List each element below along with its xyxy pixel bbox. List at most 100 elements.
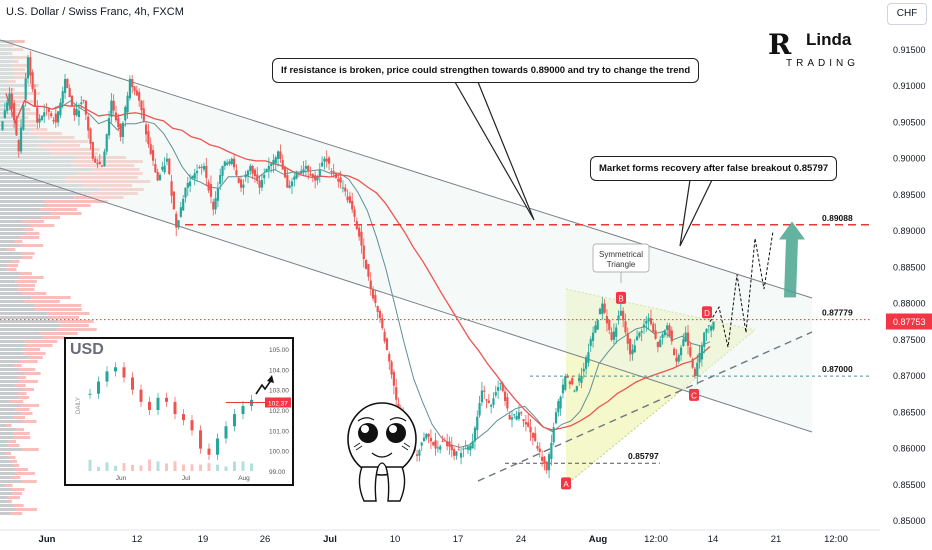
volume-bar: [5, 484, 13, 487]
candle-body: [455, 451, 458, 456]
volume-bar: [0, 404, 23, 407]
volume-bar: [23, 348, 41, 351]
candle-body: [161, 166, 164, 170]
volume-bar: [24, 340, 58, 343]
volume-bar: [0, 368, 20, 371]
volume-bar: [0, 64, 13, 67]
volume-bar: [0, 188, 100, 191]
candles: [1, 51, 715, 479]
candle-body: [529, 426, 532, 433]
candle-body: [666, 325, 669, 330]
time-tick-label: 12:00: [644, 534, 668, 545]
candle-body: [15, 119, 18, 136]
recovery-callout: Market forms recovery after false breako…: [590, 156, 838, 181]
triangle-label: Symmetrical: [599, 250, 643, 259]
volume-bar: [0, 396, 19, 399]
candle-body: [235, 170, 238, 176]
volume-bar: [57, 328, 97, 331]
candle-body: [543, 456, 546, 464]
volume-bar: [37, 144, 80, 147]
candle-body: [126, 95, 129, 113]
candle-body: [596, 320, 599, 330]
volume-bar: [73, 196, 124, 199]
volume-bar: [0, 448, 22, 451]
inset-chart: 105.00 104.00 103.00 102.00 101.00 100.00 99.0…: [76, 347, 291, 482]
volume-bar: [0, 492, 13, 495]
candle-body: [561, 384, 565, 394]
volume-bar: [0, 476, 11, 479]
volume-bar: [0, 432, 14, 435]
candle-body: [443, 440, 446, 442]
volume-bar: [0, 452, 6, 455]
volume-bar: [29, 132, 62, 135]
candle-body: [547, 454, 551, 471]
candle-body: [441, 440, 444, 442]
volume-bar: [0, 68, 12, 71]
candle-body: [487, 400, 490, 403]
volume-bar: [23, 228, 34, 231]
candle-body: [679, 347, 683, 356]
volume-bar: [24, 372, 41, 375]
candle-body: [645, 320, 648, 324]
volume-bar: [5, 452, 12, 455]
volume-bar: [19, 380, 38, 383]
candle-body: [675, 357, 678, 362]
candle-body: [154, 163, 157, 173]
triangle-lower-edge: [565, 329, 756, 486]
candle-body: [710, 326, 713, 331]
candle-body: [578, 377, 581, 382]
candle-body: [38, 118, 41, 123]
volume-bar: [0, 88, 8, 91]
resistance-callout: If resistance is broken, price could str…: [272, 58, 700, 83]
candle-body: [339, 177, 342, 183]
candle-body: [304, 165, 307, 169]
time-axis[interactable]: Jun 12 19 26 Jul 10 17 24 Aug 12:00 14 21 12:00: [0, 529, 880, 545]
time-tick-label: 12:00: [824, 534, 848, 545]
candle-body: [327, 157, 331, 164]
candle-body: [177, 220, 180, 228]
volume-bar: [0, 376, 18, 379]
volume-bar: [13, 436, 31, 439]
candle-body: [316, 176, 319, 181]
excited-face-illustration: [347, 402, 417, 502]
candle-body: [239, 179, 243, 188]
inset-candle-body: [165, 397, 168, 402]
candle-body: [448, 441, 451, 447]
candle-body: [200, 166, 203, 168]
candle-body: [66, 78, 69, 89]
volume-bar: [15, 280, 37, 283]
currency-badge[interactable]: CHF: [887, 3, 927, 25]
candle-body: [1, 121, 4, 130]
volume-bar: [19, 368, 36, 371]
candle-body: [91, 141, 94, 159]
volume-bar: [0, 172, 76, 175]
candle-body: [642, 324, 646, 328]
candle-body: [418, 450, 421, 456]
candle-body: [263, 174, 266, 179]
candle-body: [193, 173, 196, 179]
candle-body: [554, 412, 558, 424]
inset-volume-bar: [131, 464, 134, 471]
candle-body: [640, 331, 643, 333]
volume-bar: [0, 60, 12, 63]
candle-body: [251, 165, 254, 174]
level-label: 0.89088: [822, 213, 853, 223]
volume-bar: [0, 240, 15, 243]
inset-volume-bar: [122, 463, 126, 471]
candle-body: [571, 378, 574, 385]
volume-bar: [0, 272, 21, 275]
projection-path: [709, 221, 805, 348]
candle-body: [703, 332, 706, 347]
volume-bar: [10, 460, 17, 463]
candle-body: [117, 117, 120, 128]
inset-candle-body: [97, 381, 100, 394]
volume-bar: [19, 276, 44, 279]
candle-body: [314, 175, 317, 181]
volume-bar: [0, 500, 8, 503]
price-axis[interactable]: 0.91500 0.91000 0.90500 0.90000 0.89500 0.890…: [886, 45, 932, 526]
candle-body: [684, 332, 687, 342]
candle-body: [670, 330, 673, 342]
volume-bar: [0, 352, 24, 355]
volume-bar: [20, 272, 32, 275]
